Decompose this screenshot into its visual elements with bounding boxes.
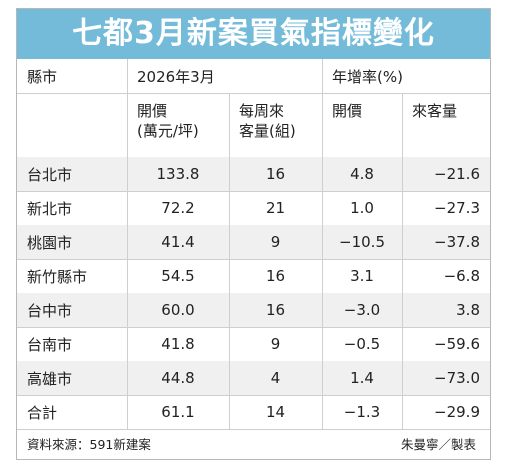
cell-visitors: 4 xyxy=(270,369,281,387)
table-footer: 資料來源：591新建案 朱曼寧／製表 xyxy=(17,428,490,459)
cell-visitors: 16 xyxy=(265,165,286,183)
column-divider xyxy=(322,59,323,429)
cell-yoy-price: 4.8 xyxy=(350,165,374,183)
cell-yoy-visitors: −37.8 xyxy=(434,233,480,251)
cell-yoy-visitors: −6.8 xyxy=(443,267,480,285)
cell-city: 桃園市 xyxy=(27,233,73,252)
table-row: 合計 61.1 14 −1.3 −29.9 xyxy=(17,395,490,430)
cell-yoy-price: 1.0 xyxy=(350,199,374,217)
header-price: 開價 (萬元/坪) xyxy=(137,102,199,140)
table-title: 七都3月新案買氣指標變化 xyxy=(17,9,490,59)
table-row: 高雄市 44.8 4 1.4 −73.0 xyxy=(17,361,490,396)
table-row: 台中市 60.0 16 −3.0 3.8 xyxy=(17,293,490,328)
cell-visitors: 9 xyxy=(270,233,281,251)
header-city: 縣市 xyxy=(27,67,58,86)
cell-yoy-price: 3.1 xyxy=(350,267,374,285)
cell-yoy-visitors: −29.9 xyxy=(434,403,480,421)
cell-yoy-visitors: −21.6 xyxy=(434,165,480,183)
cell-yoy-visitors: −27.3 xyxy=(434,199,480,217)
data-table: 縣市 2026年3月 年增率(%) 開價 (萬元/坪) 每周來 客量(組) 開價… xyxy=(17,59,490,459)
cell-visitors: 21 xyxy=(265,199,286,217)
header-group-yoy: 年增率(%) xyxy=(332,67,403,86)
header-row-groups: 縣市 2026年3月 年增率(%) xyxy=(17,59,490,94)
cell-price: 44.8 xyxy=(161,369,195,387)
cell-city: 台南市 xyxy=(27,335,73,354)
column-divider xyxy=(402,93,403,429)
cell-yoy-price: 1.4 xyxy=(350,369,374,387)
cell-price: 41.8 xyxy=(161,335,195,353)
header-row-subcolumns: 開價 (萬元/坪) 每周來 客量(組) 開價 來客量 xyxy=(17,93,490,158)
header-yoy-price: 開價 xyxy=(332,102,363,120)
cell-visitors: 16 xyxy=(265,301,286,319)
cell-price: 133.8 xyxy=(156,165,200,183)
cell-yoy-visitors: 3.8 xyxy=(456,301,480,319)
cell-yoy-price: −1.3 xyxy=(343,403,381,421)
table-row: 桃園市 41.4 9 −10.5 −37.8 xyxy=(17,225,490,260)
cell-yoy-price: −0.5 xyxy=(343,335,381,353)
cell-yoy-price: −10.5 xyxy=(339,233,385,251)
cell-price: 60.0 xyxy=(161,301,195,319)
table-card: 七都3月新案買氣指標變化 縣市 2026年3月 年增率(%) 開價 (萬元/坪)… xyxy=(16,8,491,460)
cell-price: 61.1 xyxy=(161,403,195,421)
header-yoy-visitors: 來客量 xyxy=(412,102,458,120)
cell-yoy-price: −3.0 xyxy=(343,301,381,319)
cell-city: 新北市 xyxy=(27,199,73,218)
cell-city: 台中市 xyxy=(27,301,73,320)
cell-visitors: 16 xyxy=(265,267,286,285)
header-visitors: 每周來 客量(組) xyxy=(239,102,296,140)
column-divider xyxy=(229,93,230,429)
column-divider xyxy=(127,59,128,429)
table-row: 新竹縣市 54.5 16 3.1 −6.8 xyxy=(17,259,490,294)
credit-note: 朱曼寧／製表 xyxy=(400,437,476,452)
source-note: 資料來源：591新建案 xyxy=(27,437,151,452)
cell-city: 新竹縣市 xyxy=(27,267,88,286)
table-row: 台北市 133.8 16 4.8 −21.6 xyxy=(17,157,490,192)
cell-city: 高雄市 xyxy=(27,369,73,388)
table-row: 新北市 72.2 21 1.0 −27.3 xyxy=(17,191,490,226)
cell-yoy-visitors: −73.0 xyxy=(434,369,480,387)
cell-visitors: 9 xyxy=(270,335,281,353)
cell-price: 41.4 xyxy=(161,233,195,251)
cell-visitors: 14 xyxy=(265,403,286,421)
header-group-month: 2026年3月 xyxy=(137,67,215,86)
cell-price: 54.5 xyxy=(161,267,195,285)
cell-city: 台北市 xyxy=(27,165,73,184)
cell-yoy-visitors: −59.6 xyxy=(434,335,480,353)
table-row: 台南市 41.8 9 −0.5 −59.6 xyxy=(17,327,490,362)
cell-price: 72.2 xyxy=(161,199,195,217)
cell-city: 合計 xyxy=(27,403,58,422)
